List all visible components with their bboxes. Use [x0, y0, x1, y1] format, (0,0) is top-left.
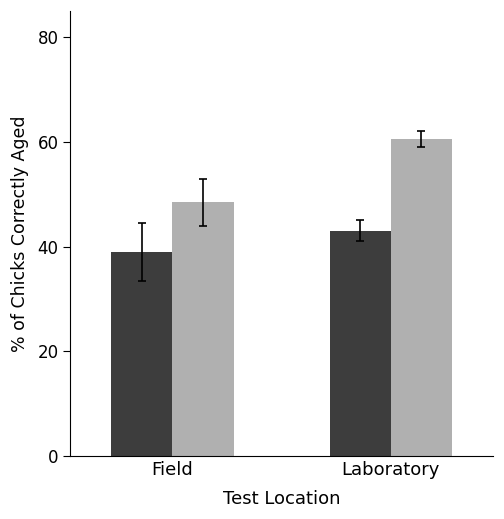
Y-axis label: % of Chicks Correctly Aged: % of Chicks Correctly Aged	[11, 115, 29, 352]
Bar	[111, 252, 172, 456]
Bar	[172, 202, 233, 456]
X-axis label: Test Location: Test Location	[223, 490, 340, 508]
Bar	[330, 231, 391, 456]
Bar	[391, 139, 452, 456]
